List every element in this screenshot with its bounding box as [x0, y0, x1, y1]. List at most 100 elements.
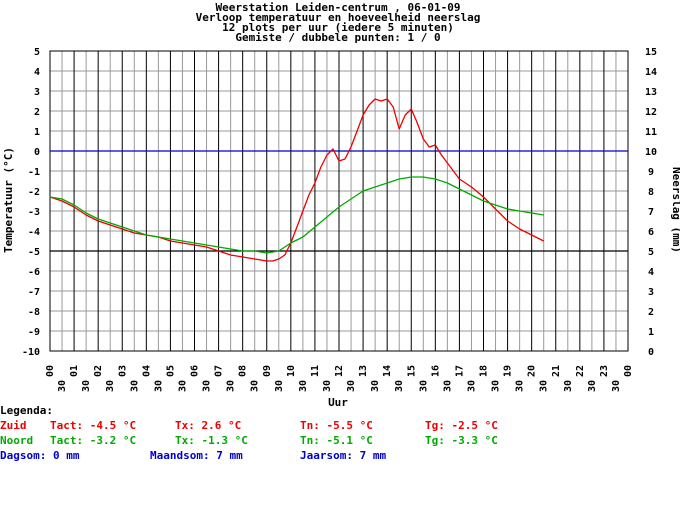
x-tick-label-half-hour: 30: [322, 380, 333, 392]
y-tick-label-left: -3: [28, 207, 40, 218]
x-axis-label: Uur: [328, 396, 348, 409]
y-tick-label-left: -9: [28, 327, 40, 338]
x-tick-label-hour: 17: [454, 365, 465, 377]
reference-lines: [50, 150, 628, 252]
x-tick-label-hour: 01: [69, 365, 80, 377]
legend-tx: Tx: 2.6 °C: [175, 419, 242, 432]
legend-tg: Tg: -2.5 °C: [425, 419, 498, 432]
series-lines: [49, 98, 544, 262]
legend-series-name: Zuid: [0, 419, 27, 432]
x-tick-label-half-hour: 30: [394, 380, 405, 392]
y-tick-label-left: 1: [34, 127, 40, 138]
y-tick-label-right: 10: [645, 147, 657, 158]
x-tick-label-hour: 09: [262, 365, 273, 377]
y-tick-label-right: 2: [648, 307, 654, 318]
y-axis-left-label: Temperatuur (°C): [2, 147, 15, 253]
x-tick-label-hour: 08: [238, 365, 249, 377]
x-tick-label-half-hour: 30: [250, 380, 261, 392]
legend-tn: Tn: -5.5 °C: [300, 419, 373, 432]
y-tick-label-right: 4: [648, 267, 654, 278]
x-tick-label-hour: 00: [623, 365, 634, 377]
series-line-noord: [49, 176, 544, 254]
x-tick-label-hour: 05: [165, 365, 176, 377]
legend-title: Legenda:: [0, 404, 53, 417]
x-tick-label-half-hour: 30: [57, 380, 68, 392]
legend-tact: Tact: -3.2 °C: [50, 434, 137, 447]
y-tick-label-right: 3: [648, 287, 654, 298]
x-tick-label-half-hour: 30: [370, 380, 381, 392]
x-tick-label-hour: 19: [503, 365, 514, 377]
series-line-zuid: [49, 98, 544, 262]
legend-row-noord: Noord Tact: -3.2 °C Tx: -1.3 °C Tn: -5.1…: [0, 434, 680, 448]
legend-row-rain: Dagsom: 0 mm Maandsom: 7 mm Jaarsom: 7 m…: [0, 449, 680, 463]
x-tick-label-hour: 14: [382, 365, 393, 377]
y-tick-label-left: -5: [28, 247, 40, 258]
x-tick-label-hour: 04: [141, 365, 152, 377]
legend-rain-day: Dagsom: 0 mm: [0, 449, 80, 462]
x-tick-label-half-hour: 30: [563, 380, 574, 392]
x-tick-label-hour: 22: [575, 365, 586, 377]
x-tick-label-half-hour: 30: [515, 380, 526, 392]
x-tick-label-half-hour: 30: [298, 380, 309, 392]
x-tick-label-half-hour: 30: [466, 380, 477, 392]
temperature-rain-chart: Weerstation Leiden-centrum , 06-01-09Ver…: [2, 1, 680, 409]
chart-grid: [49, 50, 629, 352]
y-tick-label-left: 3: [34, 87, 40, 98]
y-tick-label-left: -1: [28, 167, 40, 178]
x-tick-label-hour: 00: [45, 365, 56, 377]
x-tick-label-half-hour: 30: [611, 380, 622, 392]
y-tick-label-left: 4: [34, 67, 40, 78]
legend-tact: Tact: -4.5 °C: [50, 419, 137, 432]
x-tick-label-hour: 07: [214, 365, 225, 377]
y-tick-label-left: -4: [28, 227, 40, 238]
y-tick-label-left: -7: [28, 287, 40, 298]
chart-title-line: Gemiste / dubbele punten: 1 / 0: [235, 31, 440, 44]
x-tick-label-hour: 15: [406, 365, 417, 377]
x-tick-label-half-hour: 30: [418, 380, 429, 392]
y-tick-label-left: -8: [28, 307, 40, 318]
y-tick-label-left: 2: [34, 107, 40, 118]
x-tick-label-half-hour: 30: [81, 380, 92, 392]
y-axis-right-label: Neerslag (mm): [670, 167, 680, 253]
x-tick-label-hour: 13: [358, 365, 369, 377]
x-tick-label-half-hour: 30: [226, 380, 237, 392]
y-tick-label-right: 8: [648, 187, 654, 198]
y-tick-label-left: -2: [28, 187, 40, 198]
x-tick-label-half-hour: 30: [177, 380, 188, 392]
x-tick-label-hour: 20: [527, 365, 538, 377]
y-tick-label-right: 14: [645, 67, 657, 78]
chart-title-line: 12 plots per uur (iedere 5 minuten): [222, 21, 454, 34]
y-tick-label-right: 7: [648, 207, 654, 218]
legend-tx: Tx: -1.3 °C: [175, 434, 248, 447]
x-tick-label-half-hour: 30: [129, 380, 140, 392]
x-tick-label-hour: 06: [190, 365, 201, 377]
y-tick-label-right: 6: [648, 227, 654, 238]
x-axis-ticks: 0030013002300330043005300630073008300930…: [45, 365, 634, 392]
legend-tg: Tg: -3.3 °C: [425, 434, 498, 447]
legend-tn: Tn: -5.1 °C: [300, 434, 373, 447]
y-axis-left-ticks: 5 4 3 2 1 0 -1 -2 -3 -4 -5 -6 -7 -8 -9 -10: [22, 47, 40, 358]
x-tick-label-hour: 11: [310, 365, 321, 377]
plot-border: [49, 50, 629, 352]
x-tick-label-half-hour: 30: [587, 380, 598, 392]
y-tick-label-left: -6: [28, 267, 40, 278]
x-tick-label-hour: 02: [93, 365, 104, 377]
x-tick-label-half-hour: 30: [274, 380, 285, 392]
legend-series-name: Noord: [0, 434, 34, 447]
chart-title-line: Weerstation Leiden-centrum , 06-01-09: [215, 1, 460, 14]
x-tick-label-half-hour: 30: [202, 380, 213, 392]
x-tick-label-hour: 16: [430, 365, 441, 377]
y-tick-label-left: -10: [22, 347, 40, 358]
y-tick-label-left: 0: [34, 147, 40, 158]
x-tick-label-half-hour: 30: [491, 380, 502, 392]
y-tick-label-right: 15: [645, 47, 657, 58]
chart-titles: Weerstation Leiden-centrum , 06-01-09Ver…: [196, 1, 481, 44]
x-tick-label-hour: 21: [551, 365, 562, 377]
x-tick-label-hour: 10: [286, 365, 297, 377]
y-tick-label-right: 11: [645, 127, 657, 138]
x-tick-label-hour: 03: [117, 365, 128, 377]
x-tick-label-hour: 18: [479, 365, 490, 377]
y-tick-label-right: 13: [645, 87, 657, 98]
y-tick-label-right: 1: [648, 327, 654, 338]
